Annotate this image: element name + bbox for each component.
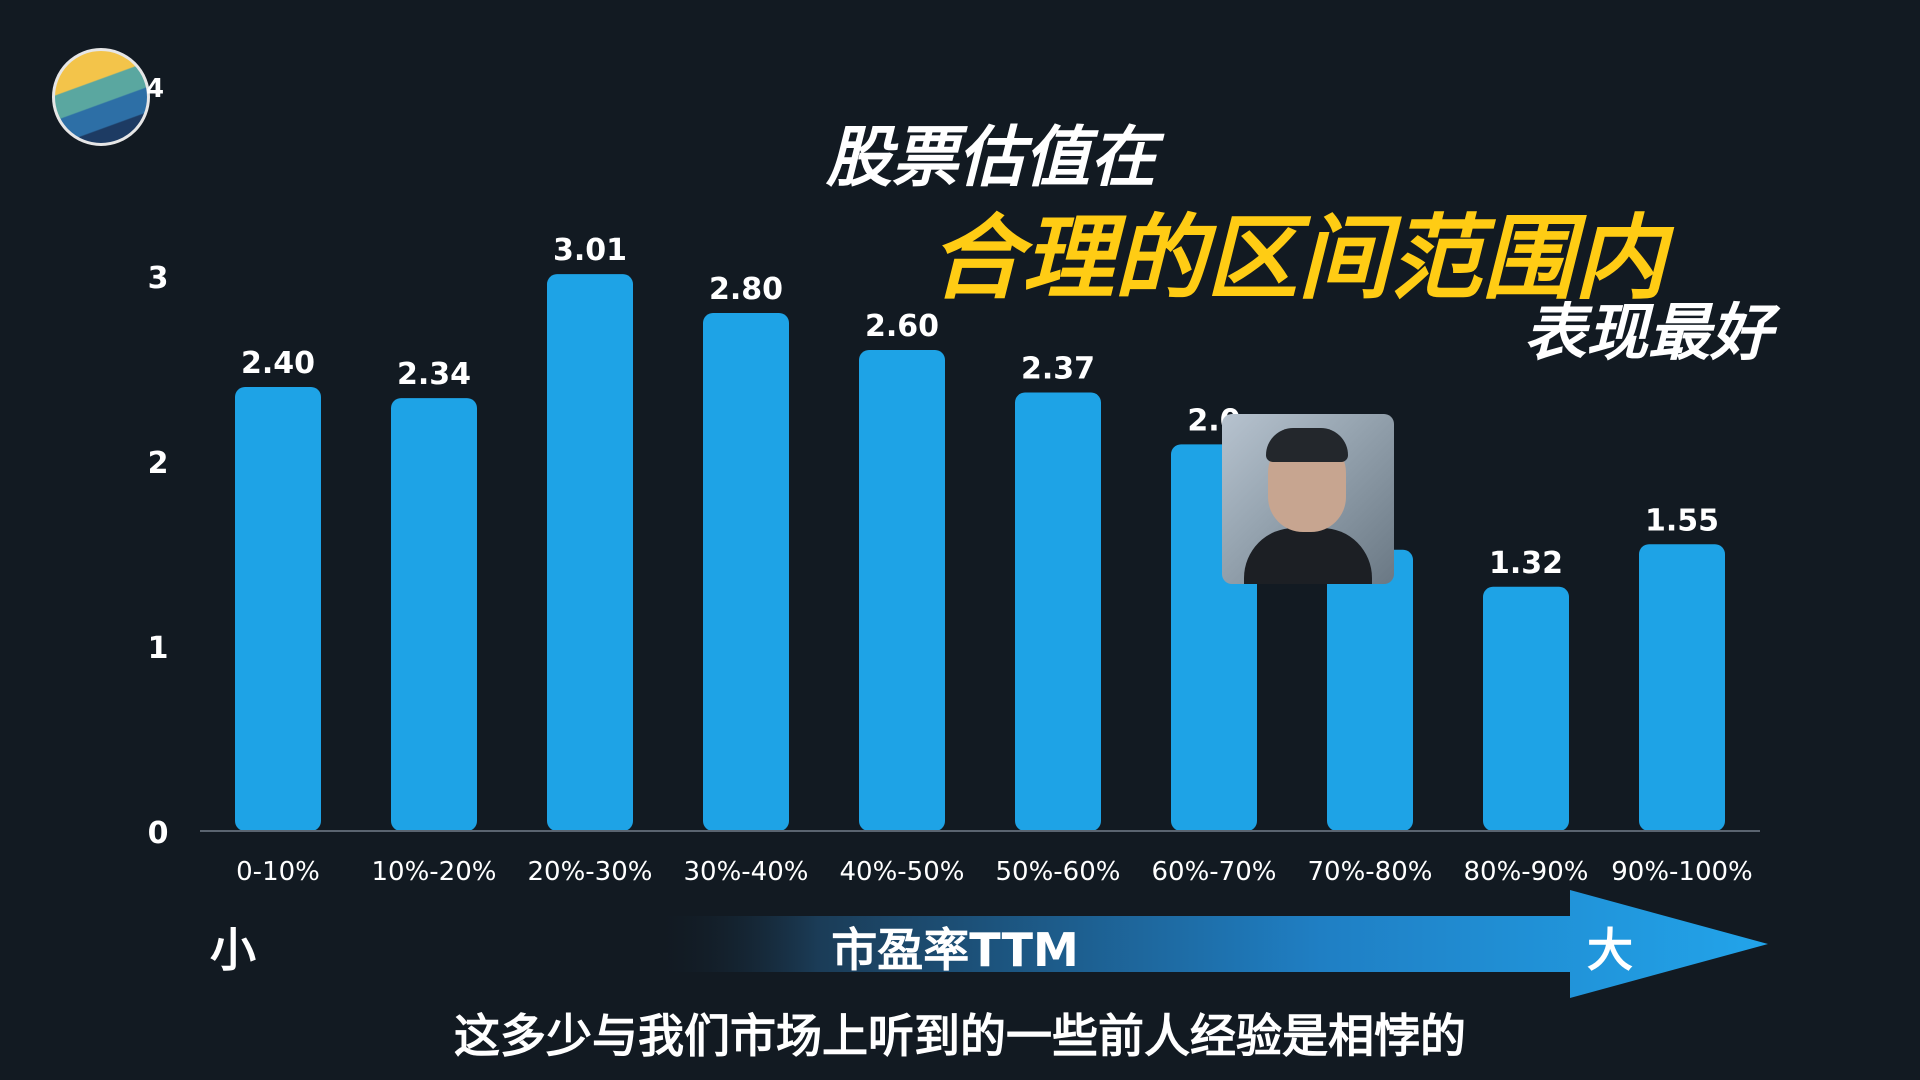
bar-value-label: 2.60 [865,309,939,344]
x-tick-label: 0-10% [236,857,320,887]
title-line-3: 表现最好 [1524,296,1773,369]
bar [1327,549,1413,831]
bar-value-label: 1.55 [1645,503,1719,538]
x-tick-label: 60%-70% [1152,857,1277,887]
bar-value-label: 2.40 [241,346,315,381]
bar [859,350,945,831]
title-line-1: 股票估值在 [826,119,1156,196]
xlabel-large: 大 [1587,923,1633,977]
x-tick-label: 10%-20% [372,857,497,887]
presenter-body [1244,528,1372,584]
x-tick-label: 80%-90% [1464,857,1589,887]
bar [703,313,789,831]
bar-value-label: 1.32 [1489,546,1563,581]
bar-value-label: 3.01 [553,233,627,268]
bar-value-label: 2.37 [1021,352,1095,387]
subtitle: 这多少与我们市场上听到的一些前人经验是相悖的 [454,1009,1466,1063]
presenter-hair [1266,428,1348,462]
y-tick-label: 3 [148,261,169,296]
xlabel-small: 小 [210,923,256,977]
pe-ttm-arrow [650,890,1768,998]
bar-value-label: 2.34 [397,357,471,392]
bar-value-label: 2.80 [709,272,783,307]
xlabel-title: 市盈率TTM [831,923,1079,977]
y-tick-label: 2 [148,446,169,481]
title-line-2-highlight: 合理的区间范围内 [930,205,1667,312]
x-tick-label: 90%-100% [1611,857,1753,887]
bar [547,274,633,831]
y-tick-label: 1 [148,631,169,666]
channel-logo [52,48,150,146]
x-tick-label: 70%-80% [1308,857,1433,887]
y-tick-label: 0 [148,816,169,851]
bar [1639,544,1725,831]
x-tick-label: 40%-50% [840,857,965,887]
presenter-video-overlay [1222,414,1394,584]
bar [235,387,321,831]
bar [391,398,477,831]
x-tick-label: 50%-60% [996,857,1121,887]
bar [1015,392,1101,831]
logo-label: 4 [146,74,165,104]
x-tick-label: 20%-30% [528,857,653,887]
x-tick-label: 30%-40% [684,857,809,887]
bar [1483,586,1569,831]
